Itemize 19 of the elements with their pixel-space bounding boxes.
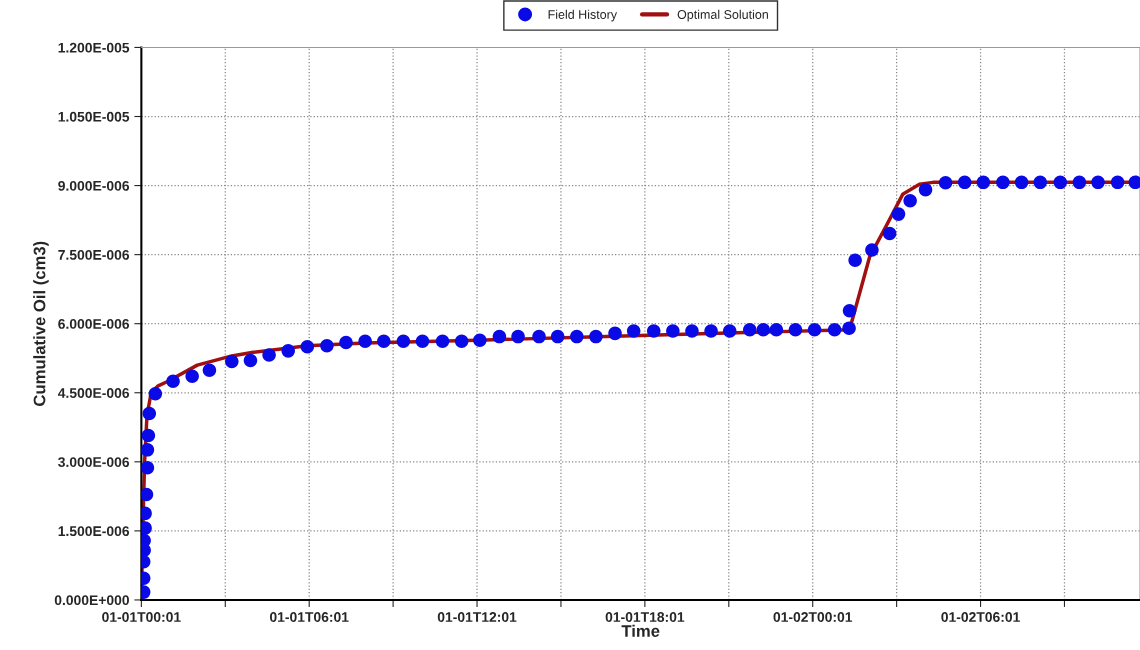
x-axis-title: Time	[621, 624, 660, 637]
x-tick-label: 01-01T12:01	[437, 612, 517, 622]
x-tick-label: 01-01T18:01	[605, 612, 685, 622]
y-tick-label: 1.050E-005	[58, 111, 130, 122]
y-tick-label: 1.200E-005	[58, 42, 130, 53]
y-tick-label: 3.000E-006	[58, 457, 130, 468]
y-tick-label: 4.500E-006	[57, 388, 130, 398]
legend-label: Field History	[548, 9, 618, 22]
y-tick-label: 0.000E+000	[54, 595, 129, 606]
x-tick-label: 01-02T00:01	[773, 612, 853, 622]
legend-label: Optimal Solution	[677, 9, 768, 22]
y-tick-label: 7.500E-006	[58, 249, 130, 260]
x-tick-label: 01-01T06:01	[269, 612, 349, 622]
y-axis-title: Cumulative Oil (cm3)	[33, 241, 49, 406]
x-tick-label: 01-01T00:01	[102, 612, 181, 622]
y-tick-label: 9.000E-006	[58, 180, 130, 191]
y-tick-label: 6.000E-006	[58, 319, 130, 329]
x-tick-label: 01-02T06:01	[941, 612, 1020, 622]
y-tick-label: 1.500E-006	[58, 526, 130, 537]
